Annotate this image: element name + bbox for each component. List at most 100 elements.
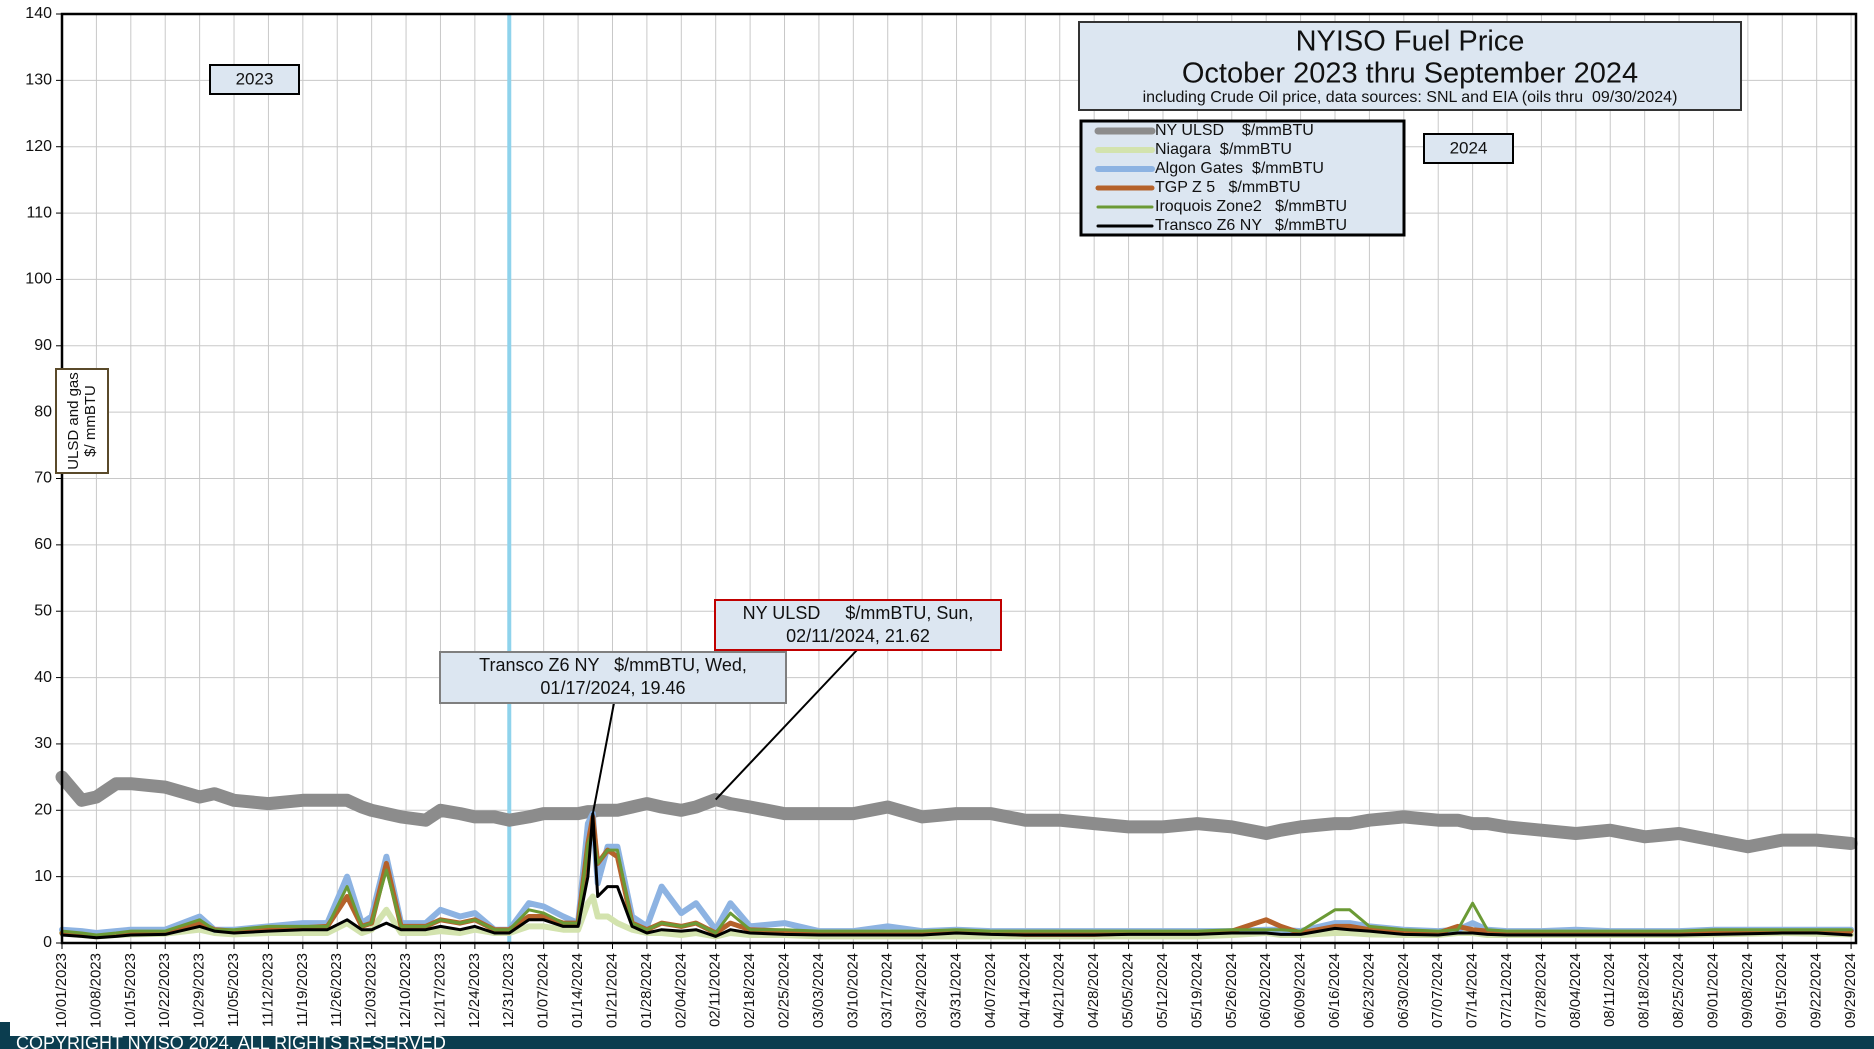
x-tick-label: 08/04/2024 bbox=[1567, 953, 1584, 1028]
x-tick-label: 06/30/2024 bbox=[1395, 953, 1412, 1028]
legend-box bbox=[1079, 119, 1406, 237]
x-tick-label: 11/26/2023 bbox=[328, 953, 345, 1027]
y-tick-label: 30 bbox=[34, 735, 52, 752]
year-label-box bbox=[209, 64, 300, 95]
x-tick-label: 04/07/2024 bbox=[982, 953, 999, 1028]
y-tick-label: 0 bbox=[43, 934, 52, 951]
year-label: 2024 bbox=[1450, 138, 1488, 157]
chart-subtitle: including Crude Oil price, data sources:… bbox=[1143, 89, 1678, 106]
x-tick-label: 10/08/2023 bbox=[87, 953, 104, 1028]
y-tick-label: 60 bbox=[34, 536, 52, 553]
x-tick-label: 07/21/2024 bbox=[1498, 953, 1515, 1028]
x-tick-label: 08/25/2024 bbox=[1670, 953, 1687, 1028]
y-tick-label: 110 bbox=[26, 204, 52, 221]
x-tick-label: 07/14/2024 bbox=[1464, 953, 1481, 1028]
x-tick-label: 05/26/2024 bbox=[1223, 953, 1240, 1028]
x-tick-label: 09/22/2024 bbox=[1808, 953, 1825, 1028]
x-tick-label: 02/04/2024 bbox=[672, 953, 689, 1028]
x-tick-label: 04/21/2024 bbox=[1051, 953, 1068, 1028]
x-tick-label: 01/28/2024 bbox=[638, 953, 655, 1028]
x-tick-label: 05/19/2024 bbox=[1188, 953, 1205, 1028]
legend-label: Niagara $/mmBTU bbox=[1155, 141, 1292, 158]
x-tick-label: 05/12/2024 bbox=[1154, 953, 1171, 1028]
legend-label: Iroquois Zone2 $/mmBTU bbox=[1155, 198, 1347, 215]
x-tick-label: 12/17/2023 bbox=[431, 953, 448, 1028]
y-tick-label: 20 bbox=[34, 802, 52, 819]
y-tick-label: 50 bbox=[34, 602, 52, 619]
x-tick-label: 12/24/2023 bbox=[466, 953, 483, 1028]
series-line bbox=[60, 828, 1853, 937]
plot-frame bbox=[60, 12, 1858, 945]
x-tick-label: 10/01/2023 bbox=[53, 953, 70, 1028]
x-tick-label: 06/09/2024 bbox=[1292, 953, 1309, 1028]
annotation-text: 02/11/2024, 21.62 bbox=[786, 626, 930, 646]
x-tick-label: 11/12/2023 bbox=[259, 953, 276, 1027]
x-tick-label: 11/05/2023 bbox=[225, 953, 242, 1027]
x-tick-label: 03/24/2024 bbox=[913, 953, 930, 1028]
x-tick-label: 03/31/2024 bbox=[948, 953, 965, 1028]
x-tick-label: 10/22/2023 bbox=[156, 953, 173, 1028]
x-tick-label: 04/14/2024 bbox=[1016, 953, 1033, 1028]
annotation-leader bbox=[591, 702, 615, 815]
footer-text: COPYRIGHT NYISO 2024. ALL RIGHTS RESERVE… bbox=[16, 1033, 446, 1049]
y-tick-label: 80 bbox=[34, 403, 52, 420]
x-tick-label: 02/25/2024 bbox=[775, 953, 792, 1028]
x-tick-label: 12/03/2023 bbox=[363, 953, 380, 1028]
y-tick-label: 130 bbox=[25, 72, 52, 89]
series-line bbox=[55, 770, 1858, 854]
x-tick-label: 03/03/2024 bbox=[810, 953, 827, 1028]
x-tick-label: 09/01/2024 bbox=[1704, 953, 1721, 1028]
series-line bbox=[60, 812, 1853, 940]
year-label: 2023 bbox=[236, 69, 274, 88]
annotation-text: Transco Z6 NY $/mmBTU, Wed, bbox=[479, 655, 747, 675]
x-tick-label: 06/16/2024 bbox=[1326, 953, 1343, 1028]
x-tick-label: 04/28/2024 bbox=[1085, 953, 1102, 1028]
x-tick-label: 02/18/2024 bbox=[741, 953, 758, 1028]
chart-title: NYISO Fuel Price bbox=[1296, 26, 1525, 58]
x-tick-label: 09/08/2024 bbox=[1739, 953, 1756, 1028]
y-tick-label: 100 bbox=[25, 271, 52, 288]
footer-bar bbox=[0, 1036, 1874, 1049]
y-axis-label: ULSD and gas bbox=[65, 372, 82, 470]
x-tick-label: 08/11/2024 bbox=[1601, 953, 1618, 1027]
annotation-leader bbox=[714, 649, 858, 801]
annotation-box bbox=[714, 599, 1002, 651]
y-label-box bbox=[55, 368, 109, 474]
y-tick-label: 90 bbox=[34, 337, 52, 354]
x-tick-label: 06/02/2024 bbox=[1257, 953, 1274, 1028]
x-tick-label: 11/19/2023 bbox=[294, 953, 311, 1027]
x-tick-label: 10/15/2023 bbox=[122, 953, 139, 1028]
annotation-text: NY ULSD $/mmBTU, Sun, bbox=[743, 603, 974, 623]
legend-label: TGP Z 5 $/mmBTU bbox=[1155, 179, 1301, 196]
x-tick-label: 08/18/2024 bbox=[1636, 953, 1653, 1028]
year-label-box bbox=[1423, 133, 1514, 164]
x-tick-label: 01/07/2024 bbox=[535, 953, 552, 1028]
x-tick-label: 01/21/2024 bbox=[603, 953, 620, 1028]
title-box bbox=[1078, 21, 1742, 111]
annotation-text: 01/17/2024, 19.46 bbox=[540, 678, 685, 698]
y-tick-label: 40 bbox=[34, 669, 52, 686]
footer-side bbox=[0, 1022, 10, 1049]
x-tick-label: 07/28/2024 bbox=[1532, 953, 1549, 1028]
legend-label: NY ULSD $/mmBTU bbox=[1155, 122, 1314, 139]
legend-label: Transco Z6 NY $/mmBTU bbox=[1155, 217, 1347, 234]
x-tick-label: 02/11/2024 bbox=[707, 953, 724, 1027]
y-tick-label: 140 bbox=[25, 5, 52, 22]
x-tick-label: 12/10/2023 bbox=[397, 953, 414, 1028]
y-axis-label: $/ mmBTU bbox=[82, 385, 99, 457]
x-tick-label: 09/29/2024 bbox=[1842, 953, 1859, 1028]
x-tick-label: 07/07/2024 bbox=[1429, 953, 1446, 1028]
chart-title: October 2023 thru September 2024 bbox=[1182, 58, 1638, 90]
x-tick-label: 12/31/2023 bbox=[500, 953, 517, 1028]
y-tick-label: 70 bbox=[34, 470, 52, 487]
x-tick-label: 05/05/2024 bbox=[1120, 953, 1137, 1028]
x-tick-label: 01/14/2024 bbox=[569, 953, 586, 1028]
x-tick-label: 09/15/2024 bbox=[1773, 953, 1790, 1028]
x-tick-label: 03/10/2024 bbox=[844, 953, 861, 1028]
x-tick-label: 03/17/2024 bbox=[879, 953, 896, 1028]
x-tick-label: 10/29/2023 bbox=[191, 953, 208, 1028]
annotation-box bbox=[439, 651, 787, 704]
x-tick-label: 06/23/2024 bbox=[1360, 953, 1377, 1028]
